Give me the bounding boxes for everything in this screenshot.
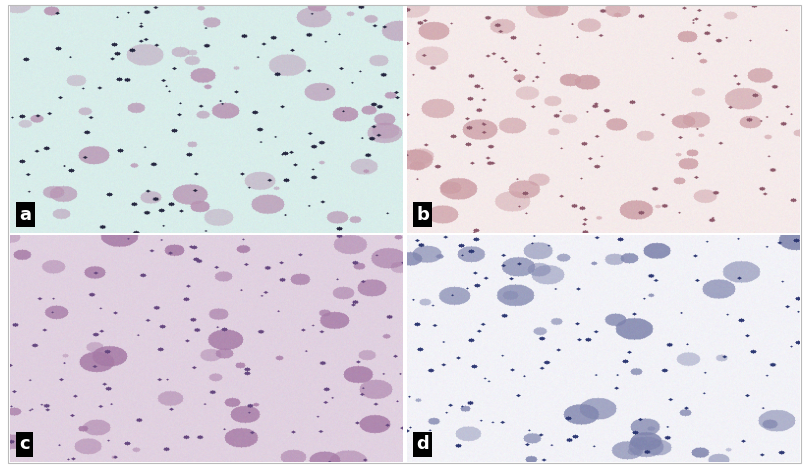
Text: d: d (417, 435, 429, 453)
Text: a: a (19, 206, 32, 224)
Text: b: b (417, 206, 430, 224)
Text: c: c (19, 435, 30, 453)
